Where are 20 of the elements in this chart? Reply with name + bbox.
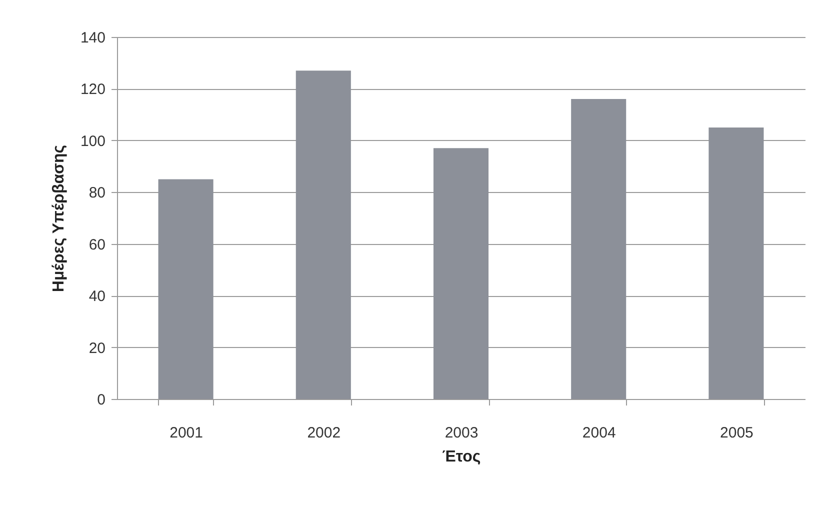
y-tick-label: 0 [97, 392, 106, 408]
y-tick-label: 120 [80, 81, 106, 98]
bar [433, 148, 489, 399]
y-tick-label: 100 [80, 132, 106, 150]
y-tick-label: 80 [88, 184, 106, 202]
bar [708, 128, 764, 399]
x-tick-label: 2003 [444, 424, 478, 442]
x-tick-label: 2004 [582, 424, 616, 442]
y-axis-title: Ημέρες Υπέρβασης [50, 144, 68, 292]
x-tick-label: 2002 [307, 424, 341, 442]
x-axis-title: Έτος [442, 448, 481, 466]
y-tick-label: 60 [88, 236, 106, 254]
bar [158, 179, 214, 399]
x-tick-label: 2001 [170, 424, 203, 442]
y-tick-label: 140 [80, 30, 106, 46]
y-tick-label: 20 [88, 340, 106, 357]
x-tick-label: 2005 [720, 424, 754, 442]
bar [571, 99, 626, 399]
y-tick-label: 40 [88, 288, 106, 306]
bar [296, 70, 351, 399]
